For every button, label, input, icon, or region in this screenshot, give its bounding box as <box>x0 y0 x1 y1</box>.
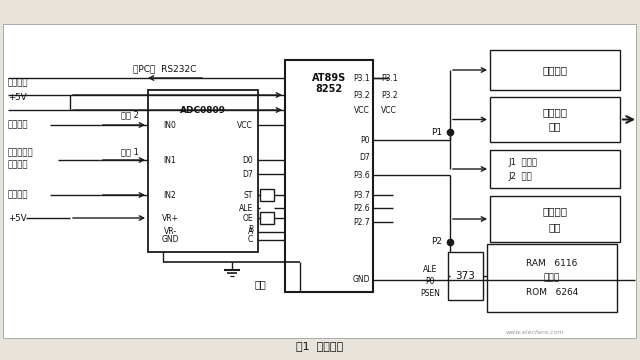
Text: IN0: IN0 <box>164 121 177 130</box>
Text: IN1: IN1 <box>164 156 177 165</box>
Text: 流速信号: 流速信号 <box>8 161 29 170</box>
Text: +5V: +5V <box>8 213 27 222</box>
Bar <box>490 150 620 188</box>
Text: P2: P2 <box>431 238 442 247</box>
Text: www.elecfans.com: www.elecfans.com <box>506 329 564 334</box>
Text: J2  控制: J2 控制 <box>508 171 532 180</box>
Text: P3.6: P3.6 <box>353 171 370 180</box>
Text: GND: GND <box>353 275 370 284</box>
Bar <box>448 252 483 300</box>
Bar <box>490 50 620 90</box>
Text: VR+: VR+ <box>161 213 179 222</box>
Text: 水面、水底: 水面、水底 <box>8 149 34 158</box>
Text: D7: D7 <box>359 153 370 162</box>
Text: GND: GND <box>161 235 179 244</box>
Text: 偏角信号: 偏角信号 <box>8 121 29 130</box>
Text: 副索 1: 副索 1 <box>121 148 139 157</box>
Text: P3.1: P3.1 <box>381 73 397 82</box>
Text: VR-: VR- <box>163 228 177 237</box>
Text: D0: D0 <box>243 156 253 165</box>
Text: VCC: VCC <box>355 105 370 114</box>
Text: J1  继电器: J1 继电器 <box>508 158 537 166</box>
Text: VCC: VCC <box>381 105 397 114</box>
Text: RAM   6116: RAM 6116 <box>526 258 578 267</box>
Text: 水位信号: 水位信号 <box>8 190 29 199</box>
Text: P0: P0 <box>360 135 370 144</box>
Text: ROM   6264: ROM 6264 <box>526 288 578 297</box>
Bar <box>260 212 274 224</box>
Text: B: B <box>248 225 253 234</box>
Text: AT89S: AT89S <box>312 73 346 83</box>
Text: ST: ST <box>244 190 253 199</box>
Bar <box>148 90 258 252</box>
Text: D7: D7 <box>243 170 253 179</box>
Text: P3.7: P3.7 <box>353 190 370 199</box>
Bar <box>487 244 617 312</box>
Text: ALE: ALE <box>239 203 253 212</box>
Text: 8252: 8252 <box>316 84 342 94</box>
Text: OE: OE <box>243 213 253 222</box>
Text: 控制: 控制 <box>548 122 561 131</box>
Text: 存储器: 存储器 <box>544 274 560 283</box>
Text: 馈道电机: 馈道电机 <box>543 108 568 117</box>
Text: C: C <box>248 235 253 244</box>
Text: ADC0809: ADC0809 <box>180 105 226 114</box>
Text: 控制面板: 控制面板 <box>543 65 568 75</box>
Bar <box>490 97 620 142</box>
Text: ALE: ALE <box>423 266 437 275</box>
Text: 电路: 电路 <box>548 222 561 232</box>
Bar <box>285 60 373 292</box>
Text: PSEN: PSEN <box>420 289 440 298</box>
Text: 副索 2: 副索 2 <box>121 111 139 120</box>
Text: P2.7: P2.7 <box>353 217 370 226</box>
Text: 行程信号: 行程信号 <box>8 78 29 87</box>
Text: P1: P1 <box>431 127 442 136</box>
Text: P0: P0 <box>425 278 435 287</box>
Bar <box>3 24 636 338</box>
Text: P3.2: P3.2 <box>381 90 397 99</box>
Text: 去PC机  RS232C: 去PC机 RS232C <box>133 64 196 73</box>
Text: VCC: VCC <box>237 121 253 130</box>
Bar <box>260 189 274 201</box>
Text: +5V: +5V <box>8 93 27 102</box>
Text: P3.2: P3.2 <box>353 90 370 99</box>
Text: P3.1: P3.1 <box>353 73 370 82</box>
Text: 显示打印: 显示打印 <box>543 206 568 216</box>
Text: IN2: IN2 <box>164 190 177 199</box>
Text: 图1  系统框图: 图1 系统框图 <box>296 341 344 351</box>
Text: A: A <box>248 228 253 237</box>
Bar <box>490 196 620 242</box>
Text: 存储: 存储 <box>255 279 266 289</box>
Text: P2.6: P2.6 <box>353 203 370 212</box>
Text: 373: 373 <box>456 271 476 281</box>
